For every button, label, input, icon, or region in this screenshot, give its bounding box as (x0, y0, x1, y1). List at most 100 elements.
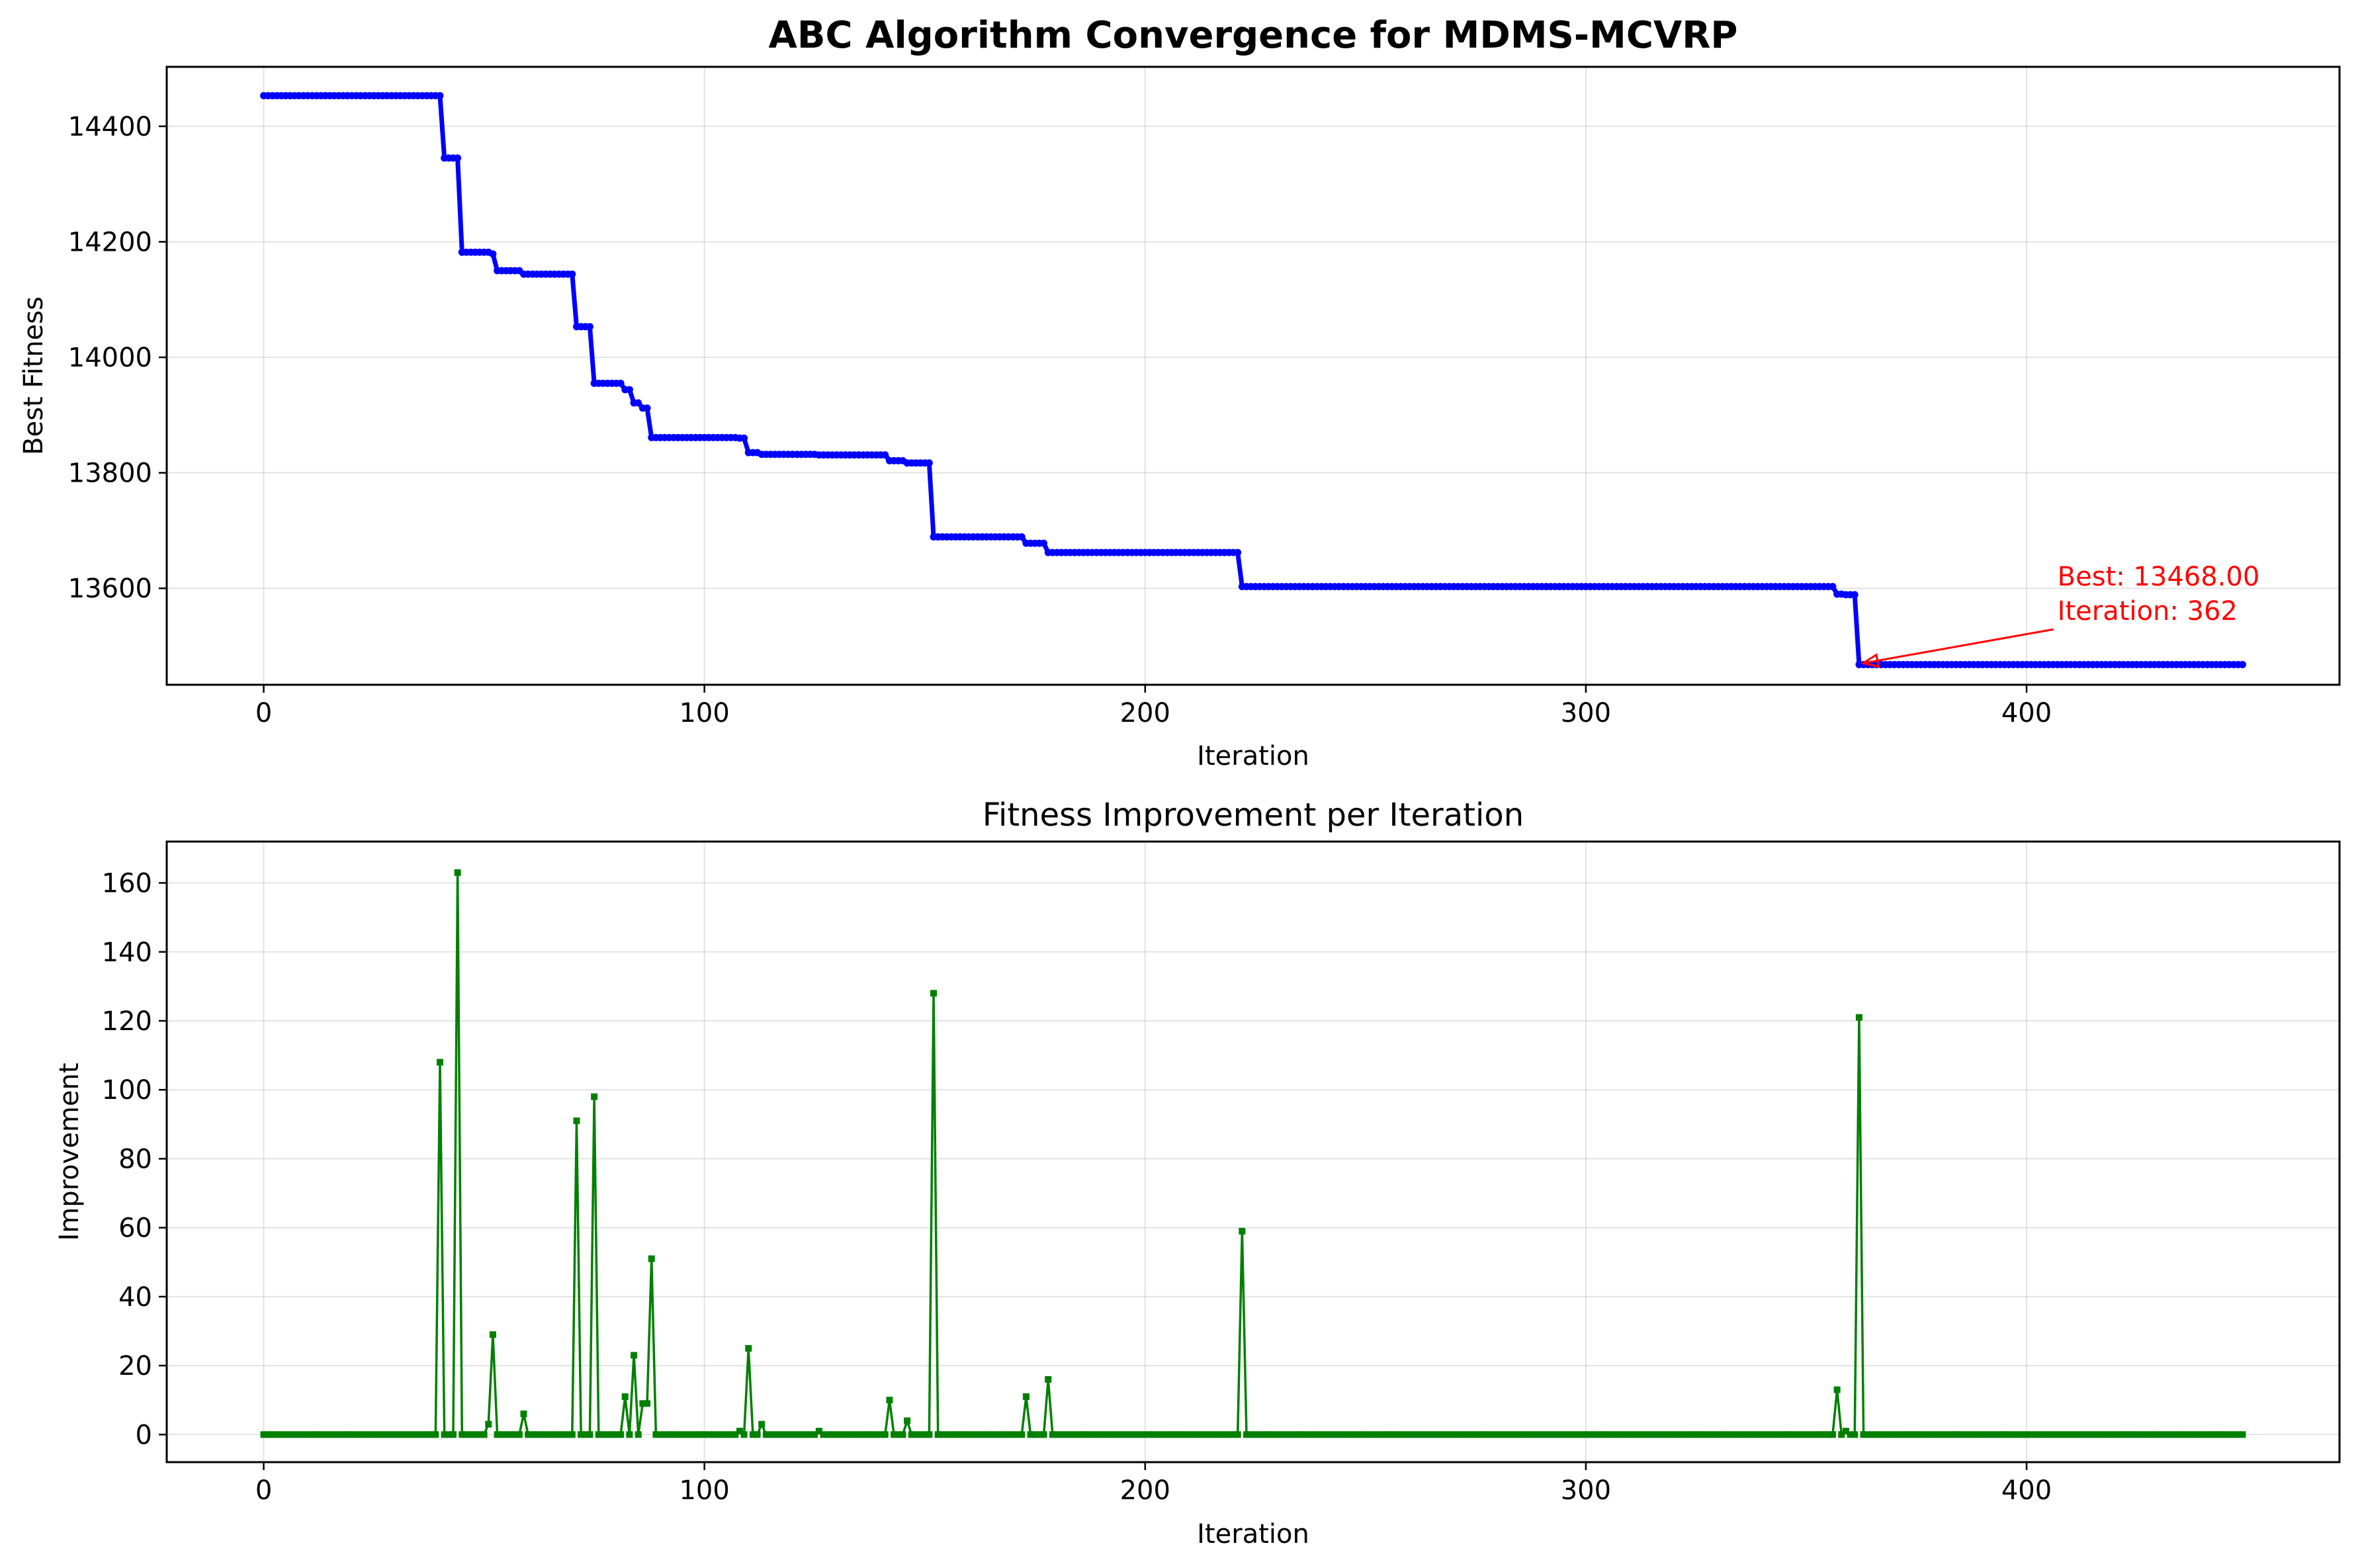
improvement-point (1106, 1431, 1114, 1438)
improvement-point (2036, 1431, 2044, 1438)
improvement-point (1886, 1431, 1894, 1438)
convergence-y-tick-label: 13800 (68, 458, 152, 489)
convergence-point (625, 386, 633, 394)
improvement-point (1102, 1431, 1109, 1438)
improvement-point (1305, 1431, 1312, 1438)
improvement-point (344, 1431, 351, 1438)
improvement-point (374, 1431, 382, 1438)
improvement-point (1966, 1431, 1973, 1438)
improvement-point (1454, 1431, 1462, 1438)
improvement-grid (167, 842, 2340, 1462)
improvement-point (494, 1431, 501, 1438)
improvement-point (1525, 1431, 1532, 1438)
convergence-point (586, 323, 593, 331)
improvement-point (895, 1431, 902, 1438)
improvement-point (1767, 1431, 1774, 1438)
improvement-point (899, 1431, 906, 1438)
improvement-point (1067, 1431, 1074, 1438)
improvement-point (406, 1431, 413, 1438)
annotation-arrowhead (1860, 653, 1880, 668)
improvement-point (1401, 1431, 1409, 1438)
convergence-y-tick-label: 13600 (68, 574, 152, 604)
improvement-point (1710, 1431, 1718, 1438)
improvement-y-tick-label: 80 (118, 1144, 152, 1174)
improvement-point (1882, 1431, 1889, 1438)
improvement-point (1613, 1431, 1620, 1438)
improvement-point (2221, 1431, 2228, 1438)
improvement-point (1093, 1431, 1100, 1438)
improvement-point (1952, 1431, 1960, 1438)
improvement-point (538, 1431, 545, 1438)
improvement-point (331, 1431, 338, 1438)
improvement-point (591, 1093, 598, 1100)
improvement-point (1472, 1431, 1479, 1438)
improvement-point (762, 1431, 769, 1438)
improvement-point (2177, 1431, 2185, 1438)
improvement-point (2098, 1431, 2105, 1438)
improvement-point (1904, 1431, 1911, 1438)
improvement-point (846, 1431, 853, 1438)
improvement-plot-frame (165, 840, 2341, 1463)
improvement-point (1441, 1431, 1448, 1438)
improvement-point (842, 1431, 849, 1438)
improvement-point (1371, 1431, 1378, 1438)
improvement-point (807, 1431, 814, 1438)
improvement-point (1573, 1431, 1581, 1438)
improvement-point (560, 1431, 567, 1438)
improvement-point (1146, 1431, 1153, 1438)
improvement-point (1221, 1431, 1228, 1438)
improvement-point (2142, 1431, 2149, 1438)
improvement-point (520, 1411, 527, 1418)
improvement-point (657, 1431, 664, 1438)
improvement-point (1895, 1431, 1902, 1438)
improvement-point (555, 1431, 562, 1438)
improvement-point (2173, 1431, 2180, 1438)
improvement-point (1873, 1431, 1880, 1438)
convergence-point (2238, 660, 2246, 668)
improvement-point (789, 1431, 796, 1438)
improvement-point (2155, 1431, 2162, 1438)
improvement-point (1230, 1431, 1237, 1438)
improvement-point (1842, 1428, 1849, 1435)
improvement-point (2164, 1431, 2171, 1438)
improvement-point (732, 1431, 739, 1438)
convergence-chart-title: ABC Algorithm Convergence for MDMS-MCVRP (769, 14, 1738, 57)
convergence-point (1018, 533, 1026, 541)
improvement-point (1657, 1431, 1665, 1438)
improvement-point (626, 1431, 633, 1438)
improvement-point (2067, 1431, 2074, 1438)
improvement-point (917, 1431, 924, 1438)
improvement-point (313, 1431, 320, 1438)
improvement-point (2080, 1431, 2087, 1438)
improvement-point (2133, 1431, 2140, 1438)
improvement-point (1807, 1431, 1814, 1438)
improvement-point (371, 1431, 378, 1438)
improvement-point (2045, 1431, 2052, 1438)
improvement-point (996, 1431, 1003, 1438)
improvement-point (864, 1431, 871, 1438)
improvement-point (1815, 1431, 1823, 1438)
improvement-point (1864, 1431, 1872, 1438)
improvement-point (1838, 1431, 1845, 1438)
improvement-point (1538, 1431, 1546, 1438)
improvement-point (979, 1431, 986, 1438)
improvement-point (1424, 1431, 1431, 1438)
improvement-point (1997, 1431, 2004, 1438)
improvement-point (838, 1431, 845, 1438)
improvement-point (1790, 1431, 1796, 1438)
improvement-point (1653, 1431, 1660, 1438)
improvement-point (2124, 1431, 2132, 1438)
improvement-point (692, 1431, 699, 1438)
improvement-point (1040, 1431, 1047, 1438)
improvement-point (1772, 1431, 1779, 1438)
improvement-point (1485, 1431, 1493, 1438)
improvement-point (401, 1431, 408, 1438)
improvement-point (1388, 1431, 1395, 1438)
improvement-point (1353, 1431, 1360, 1438)
improvement-point (1459, 1431, 1466, 1438)
improvement-point (1331, 1431, 1338, 1438)
improvement-point (2226, 1431, 2233, 1438)
improvement-point (1666, 1431, 1673, 1438)
improvement-point (1992, 1431, 1999, 1438)
improvement-point (1014, 1431, 1021, 1438)
